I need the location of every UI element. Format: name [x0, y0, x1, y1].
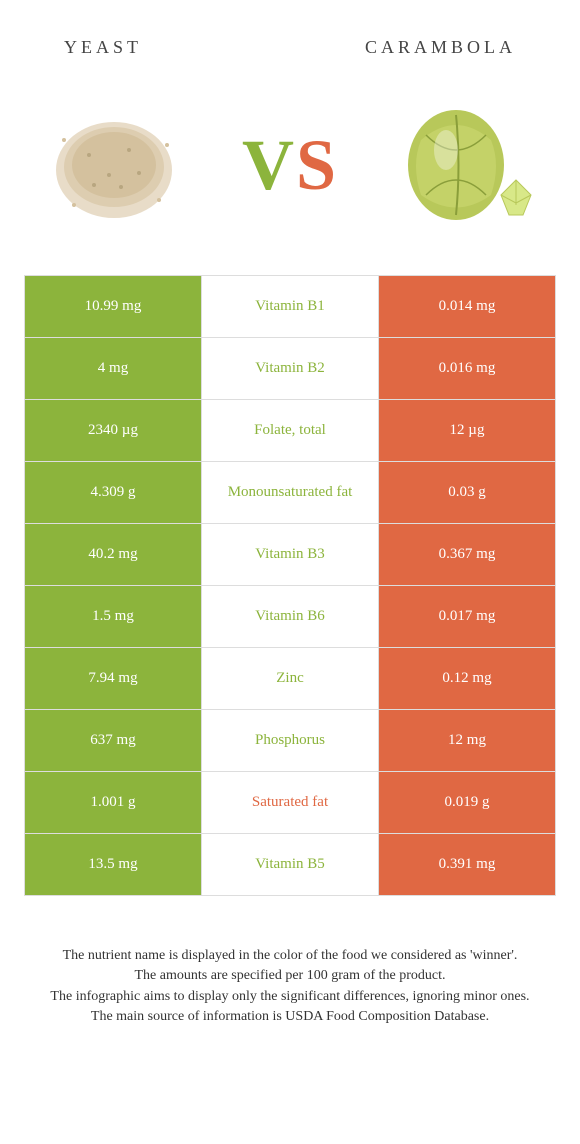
table-row: 10.99 mgVitamin B10.014 mg	[25, 276, 555, 338]
table-row: 7.94 mgZinc0.12 mg	[25, 648, 555, 710]
right-value-cell: 0.367 mg	[379, 524, 555, 585]
vs-label: VS	[242, 124, 338, 207]
table-row: 40.2 mgVitamin B30.367 mg	[25, 524, 555, 586]
carambola-image	[386, 85, 546, 245]
carambola-icon	[391, 95, 541, 235]
title-row: yeast carambola	[24, 20, 556, 85]
table-row: 4 mgVitamin B20.016 mg	[25, 338, 555, 400]
left-value-cell: 13.5 mg	[25, 834, 202, 895]
vs-v-letter: V	[242, 125, 296, 205]
right-value-cell: 0.03 g	[379, 462, 555, 523]
table-row: 4.309 gMonounsaturated fat0.03 g	[25, 462, 555, 524]
left-value-cell: 40.2 mg	[25, 524, 202, 585]
vs-s-letter: S	[296, 125, 338, 205]
yeast-image	[34, 85, 194, 245]
table-row: 13.5 mgVitamin B50.391 mg	[25, 834, 555, 896]
right-value-cell: 0.391 mg	[379, 834, 555, 895]
left-value-cell: 7.94 mg	[25, 648, 202, 709]
left-value-cell: 637 mg	[25, 710, 202, 771]
footer-notes: The nutrient name is displayed in the co…	[24, 896, 556, 1027]
left-food-title: yeast	[64, 30, 142, 60]
infographic-container: yeast carambola VS	[0, 0, 580, 1047]
nutrient-label-cell: Vitamin B2	[202, 338, 379, 399]
table-row: 637 mgPhosphorus12 mg	[25, 710, 555, 772]
right-value-cell: 0.017 mg	[379, 586, 555, 647]
right-food-title: carambola	[365, 30, 516, 60]
nutrient-label-cell: Vitamin B6	[202, 586, 379, 647]
footer-line-4: The main source of information is USDA F…	[34, 1007, 546, 1027]
footer-line-1: The nutrient name is displayed in the co…	[34, 946, 546, 966]
footer-line-3: The infographic aims to display only the…	[34, 987, 546, 1007]
left-value-cell: 2340 µg	[25, 400, 202, 461]
comparison-table: 10.99 mgVitamin B10.014 mg4 mgVitamin B2…	[24, 275, 556, 896]
right-value-cell: 0.019 g	[379, 772, 555, 833]
images-row: VS	[24, 85, 556, 275]
left-value-cell: 1.001 g	[25, 772, 202, 833]
table-row: 2340 µgFolate, total12 µg	[25, 400, 555, 462]
right-value-cell: 0.016 mg	[379, 338, 555, 399]
left-value-cell: 1.5 mg	[25, 586, 202, 647]
nutrient-label-cell: Vitamin B3	[202, 524, 379, 585]
right-value-cell: 12 µg	[379, 400, 555, 461]
table-row: 1.001 gSaturated fat0.019 g	[25, 772, 555, 834]
table-row: 1.5 mgVitamin B60.017 mg	[25, 586, 555, 648]
right-value-cell: 12 mg	[379, 710, 555, 771]
yeast-icon	[39, 95, 189, 235]
nutrient-label-cell: Zinc	[202, 648, 379, 709]
nutrient-label-cell: Phosphorus	[202, 710, 379, 771]
nutrient-label-cell: Saturated fat	[202, 772, 379, 833]
footer-line-2: The amounts are specified per 100 gram o…	[34, 966, 546, 986]
nutrient-label-cell: Vitamin B1	[202, 276, 379, 337]
right-value-cell: 0.12 mg	[379, 648, 555, 709]
nutrient-label-cell: Folate, total	[202, 400, 379, 461]
nutrient-label-cell: Vitamin B5	[202, 834, 379, 895]
left-value-cell: 4.309 g	[25, 462, 202, 523]
left-value-cell: 10.99 mg	[25, 276, 202, 337]
left-value-cell: 4 mg	[25, 338, 202, 399]
nutrient-label-cell: Monounsaturated fat	[202, 462, 379, 523]
right-value-cell: 0.014 mg	[379, 276, 555, 337]
